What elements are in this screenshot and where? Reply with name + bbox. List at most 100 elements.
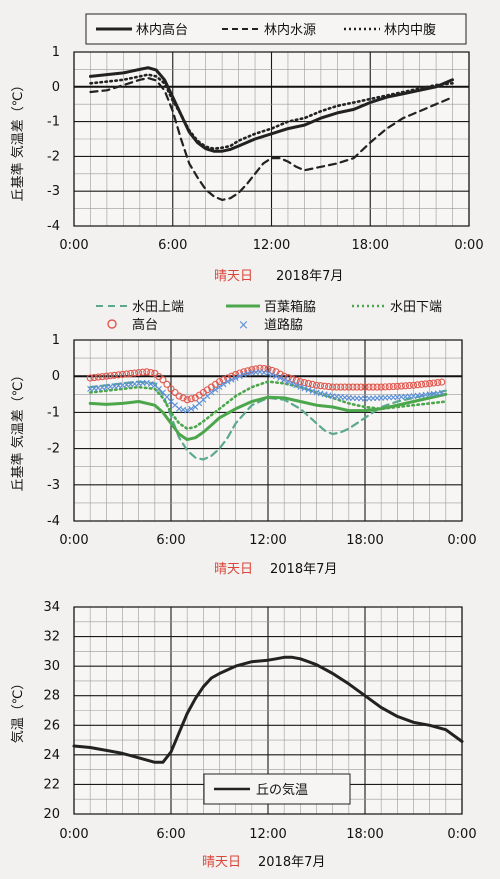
data-point: [397, 382, 405, 390]
data-point: [135, 369, 143, 377]
chart-2-legend-swatch-5: ×: [238, 318, 249, 333]
data-point: [147, 380, 154, 387]
chart-2-grid: [73, 339, 463, 522]
data-point: [131, 369, 139, 377]
data-point: [179, 394, 187, 402]
data-point: [236, 373, 243, 380]
x-tick-label: 18:00: [352, 238, 389, 253]
data-point: [325, 383, 333, 391]
series-2-line: [88, 392, 448, 442]
data-point: [357, 383, 365, 391]
data-point: [90, 374, 98, 382]
x-tick-label: 0:00: [447, 827, 476, 842]
chart-2-legend-label-1: 水田上端: [132, 300, 184, 315]
chart-3-grid: [73, 606, 463, 815]
chart-2-x-axis-label: 晴天日 2018年7月: [214, 562, 337, 577]
data-point: [337, 383, 345, 391]
y-tick-label: 28: [43, 689, 60, 704]
data-point: [208, 389, 215, 396]
data-point: [341, 383, 349, 391]
data-point: [175, 392, 183, 400]
y-tick-label: -2: [47, 442, 60, 457]
chart-1-series: [89, 66, 454, 201]
data-point: [232, 375, 239, 381]
series-3-line: [88, 380, 448, 430]
data-point: [434, 378, 442, 387]
series-2-line: [89, 77, 454, 201]
data-point: [216, 384, 223, 391]
chart-2-series: [86, 364, 448, 461]
y-tick-label: 1: [52, 333, 60, 348]
chart-1-y-axis-label: 丘基準 気温差（℃）: [10, 79, 26, 202]
chart-3: 34 32 30 28 26 24 22 20 0:00 6:00 12:00 18:00 0:00 …: [10, 600, 477, 870]
chart-2-xlabel-day: 晴天日: [214, 562, 253, 577]
data-point: [301, 385, 308, 392]
data-point: [285, 378, 292, 385]
y-tick-label: 32: [43, 630, 60, 645]
chart-1-grid: [73, 51, 470, 227]
chart-1-xlabel-month: 2018年7月: [276, 269, 343, 284]
data-point: [305, 386, 312, 393]
chart-2-x-ticks: 0:00 6:00 12:00 18:00 0:00: [59, 533, 476, 548]
data-point: [430, 379, 438, 387]
x-tick-label: 6:00: [156, 827, 185, 842]
chart-3-x-ticks: 0:00 6:00 12:00 18:00 0:00: [59, 827, 476, 842]
chart-3-xlabel-day: 晴天日: [202, 855, 241, 870]
series-1-line: [89, 66, 454, 153]
data-point: [365, 383, 373, 391]
x-tick-label: 0:00: [59, 827, 88, 842]
data-point: [260, 365, 268, 373]
y-tick-label: -4: [47, 219, 60, 234]
chart-1-legend-label-2: 林内水源: [264, 22, 316, 38]
data-point: [377, 383, 385, 391]
data-point: [139, 368, 147, 376]
data-point: [114, 371, 123, 379]
data-point: [373, 383, 381, 391]
data-point: [329, 383, 337, 391]
data-point: [159, 376, 167, 384]
chart-2-y-ticks: 1 0 -1 -2 -3 -4: [47, 333, 60, 529]
chart-2-legend: 水田上端 百葉箱脇 水田下端 高台 × 道路脇: [96, 299, 442, 333]
plot-border: [73, 51, 470, 227]
x-tick-label: 0:00: [454, 238, 483, 253]
data-point: [333, 383, 341, 391]
chart-1-legend-box: [85, 13, 467, 45]
data-point: [296, 378, 304, 386]
data-point: [405, 381, 414, 390]
data-point: [183, 396, 191, 404]
chart-1-x-axis-label: 晴天日 2018年7月: [214, 269, 343, 284]
x-tick-label: 6:00: [156, 533, 185, 548]
x-tick-label: 12:00: [253, 238, 290, 253]
data-point: [264, 365, 272, 373]
y-tick-label: -3: [47, 184, 60, 199]
data-point: [110, 371, 118, 379]
data-point: [272, 368, 280, 376]
y-tick-label: -1: [47, 115, 60, 130]
data-point: [268, 366, 276, 374]
y-tick-label: 26: [43, 718, 60, 733]
data-point: [187, 395, 195, 403]
data-point: [381, 383, 389, 391]
x-tick-label: 0:00: [59, 533, 88, 548]
y-tick-label: 1: [52, 45, 60, 60]
chart-2-y-axis-label: 丘基準 気温差（℃）: [10, 369, 26, 492]
data-point: [418, 380, 426, 388]
data-point: [163, 380, 171, 388]
data-point: [422, 380, 430, 388]
data-point: [94, 373, 102, 381]
data-point: [220, 381, 227, 388]
data-point: [349, 383, 357, 391]
data-point: [293, 382, 300, 389]
data-point: [143, 379, 150, 386]
y-tick-label: 30: [43, 659, 60, 674]
data-point: [228, 376, 235, 383]
data-point: [361, 383, 369, 391]
data-point: [281, 376, 288, 383]
data-point: [292, 376, 300, 384]
chart-3-xlabel-month: 2018年7月: [258, 855, 325, 870]
chart-1-legend-label-3: 林内中腹: [384, 22, 436, 38]
x-tick-label: 0:00: [59, 238, 88, 253]
y-tick-label: -3: [47, 478, 60, 493]
chart-3-x-axis-label: 晴天日 2018年7月: [202, 855, 325, 870]
